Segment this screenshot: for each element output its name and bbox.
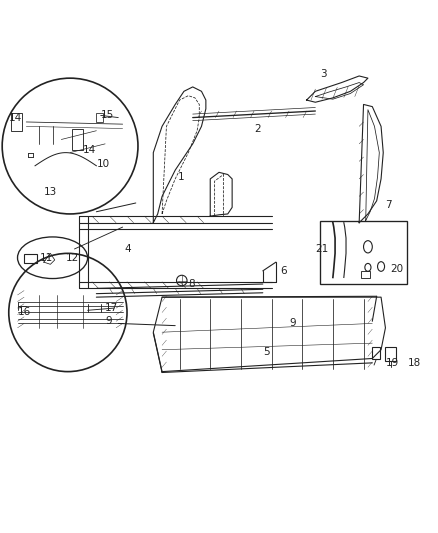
Text: 5: 5 — [263, 347, 269, 357]
Text: 4: 4 — [125, 244, 131, 254]
Text: 14: 14 — [83, 146, 96, 156]
Text: 17: 17 — [105, 303, 118, 313]
Text: 11: 11 — [39, 253, 53, 263]
Text: 21: 21 — [315, 244, 328, 254]
Text: 7: 7 — [385, 200, 392, 210]
Text: 20: 20 — [390, 264, 403, 273]
Text: 8: 8 — [188, 279, 195, 289]
Text: 10: 10 — [96, 159, 110, 168]
Text: 9: 9 — [289, 318, 296, 328]
Text: 18: 18 — [407, 358, 420, 368]
Text: 16: 16 — [18, 308, 31, 318]
Text: 14: 14 — [9, 112, 22, 123]
Text: 1: 1 — [177, 172, 184, 182]
Text: 19: 19 — [385, 358, 399, 368]
Text: 13: 13 — [44, 187, 57, 197]
Text: 6: 6 — [280, 266, 287, 276]
Text: 3: 3 — [320, 69, 326, 79]
Text: 15: 15 — [101, 110, 114, 120]
Text: 12: 12 — [66, 253, 79, 263]
Text: 9: 9 — [105, 316, 112, 326]
Text: 2: 2 — [254, 124, 261, 134]
